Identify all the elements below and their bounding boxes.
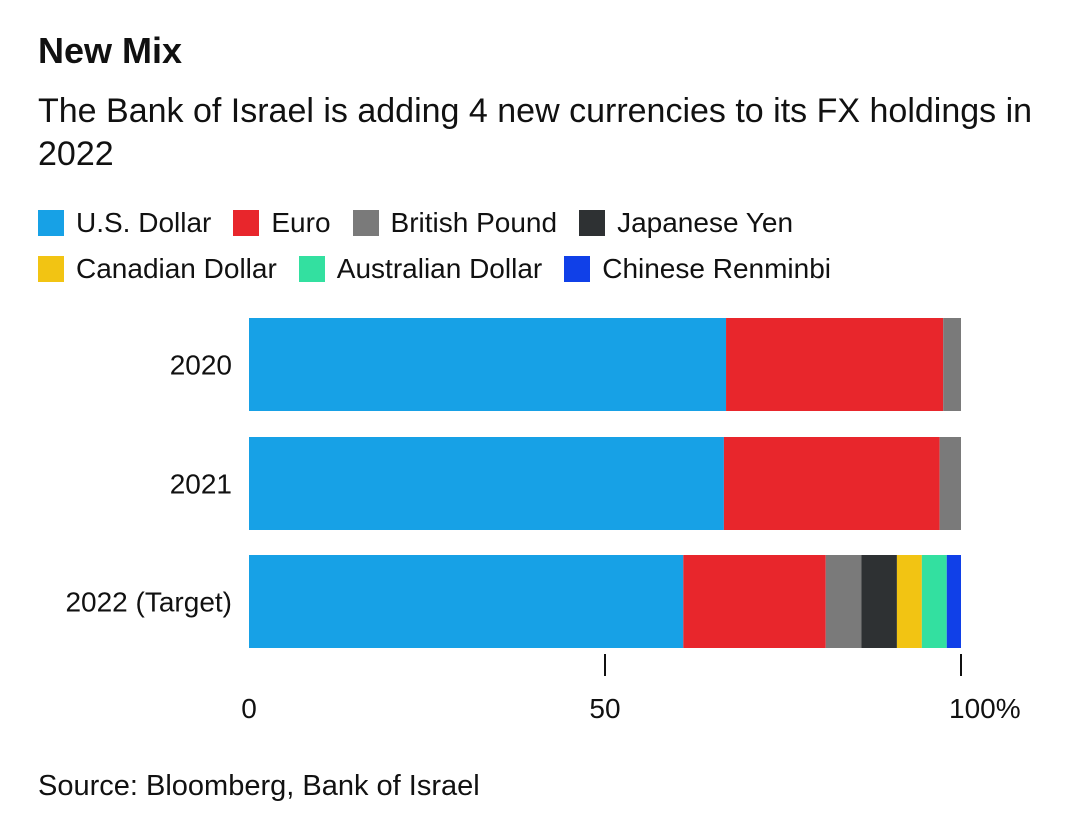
legend-item: Euro (233, 207, 331, 239)
bar-segment (249, 555, 684, 648)
legend-label: Euro (271, 207, 331, 238)
legend-label: Japanese Yen (617, 207, 794, 238)
legend-item: Chinese Renminbi (564, 253, 831, 285)
legend-item: Japanese Yen (579, 207, 793, 239)
chart-title: New Mix (38, 30, 183, 71)
legend-item: U.S. Dollar (38, 207, 211, 239)
x-tick-label: 0 (241, 693, 257, 724)
bar-segment (726, 318, 944, 411)
bar-segment (939, 437, 961, 530)
bar-segment (683, 555, 826, 648)
legend-item: Australian Dollar (298, 253, 543, 285)
bar-segment (921, 555, 947, 648)
bar-segment (946, 555, 961, 648)
legend-label: British Pound (390, 207, 558, 238)
legend-row: U.S. Dollar Euro British Pound Japanese Yen (38, 200, 1058, 246)
bar-segment (825, 555, 862, 648)
legend-item: British Pound (352, 207, 558, 239)
legend-label: Australian Dollar (336, 253, 543, 284)
legend-swatch (233, 210, 260, 236)
legend-label: Chinese Renminbi (602, 253, 832, 284)
bar-segment (249, 437, 724, 530)
x-tick-label: 50 (589, 693, 620, 724)
legend-swatch (564, 256, 591, 282)
x-tick-label: 100% (949, 693, 1021, 724)
legend-swatch (352, 210, 379, 236)
bar-segment (896, 555, 922, 648)
category-label: 2020 (170, 350, 232, 381)
category-label: 2021 (170, 469, 232, 500)
legend-row: Canadian Dollar Australian Dollar Chinese … (38, 246, 1058, 292)
legend-swatch (298, 256, 325, 282)
legend-label: Canadian Dollar (76, 253, 277, 284)
legend-label: U.S. Dollar (76, 207, 212, 238)
legend-item: Canadian Dollar (38, 253, 277, 285)
legend-swatch (579, 210, 606, 236)
bar-segment (723, 437, 940, 530)
legend-swatch (38, 256, 64, 282)
legend: U.S. Dollar Euro British Pound Japanese Yen… (38, 200, 1058, 292)
bar-segment (249, 318, 727, 411)
legend-swatch (38, 210, 64, 236)
bar-segment (861, 555, 897, 648)
category-label: 2022 (Target) (65, 587, 232, 618)
bar-segment (943, 318, 961, 411)
chart-subtitle: The Bank of Israel is adding 4 new curre… (38, 92, 1033, 173)
source-note: Source: Bloomberg, Bank of Israel (38, 770, 480, 802)
